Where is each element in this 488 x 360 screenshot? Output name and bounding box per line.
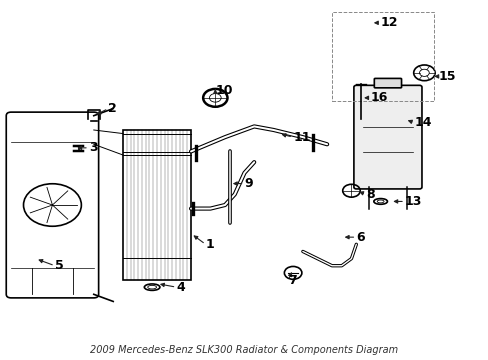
Text: 5: 5 — [55, 259, 63, 272]
FancyBboxPatch shape — [353, 85, 421, 189]
Text: 11: 11 — [292, 131, 310, 144]
Text: 3: 3 — [89, 141, 97, 154]
Text: 2: 2 — [108, 102, 117, 115]
Bar — [331, 12, 433, 102]
Text: 9: 9 — [244, 177, 253, 190]
Text: 2009 Mercedes-Benz SLK300 Radiator & Components Diagram: 2009 Mercedes-Benz SLK300 Radiator & Com… — [90, 345, 398, 355]
FancyBboxPatch shape — [373, 78, 401, 88]
Text: 1: 1 — [205, 238, 214, 251]
Bar — [122, 130, 191, 280]
Text: 13: 13 — [404, 195, 422, 208]
Text: 12: 12 — [380, 16, 397, 29]
Text: 15: 15 — [438, 70, 456, 83]
Text: 4: 4 — [176, 281, 185, 294]
Text: 7: 7 — [287, 274, 296, 287]
Text: 6: 6 — [356, 231, 364, 244]
Text: 16: 16 — [370, 91, 387, 104]
Text: 10: 10 — [215, 84, 232, 97]
Text: 8: 8 — [366, 188, 374, 201]
Text: 14: 14 — [414, 116, 431, 129]
